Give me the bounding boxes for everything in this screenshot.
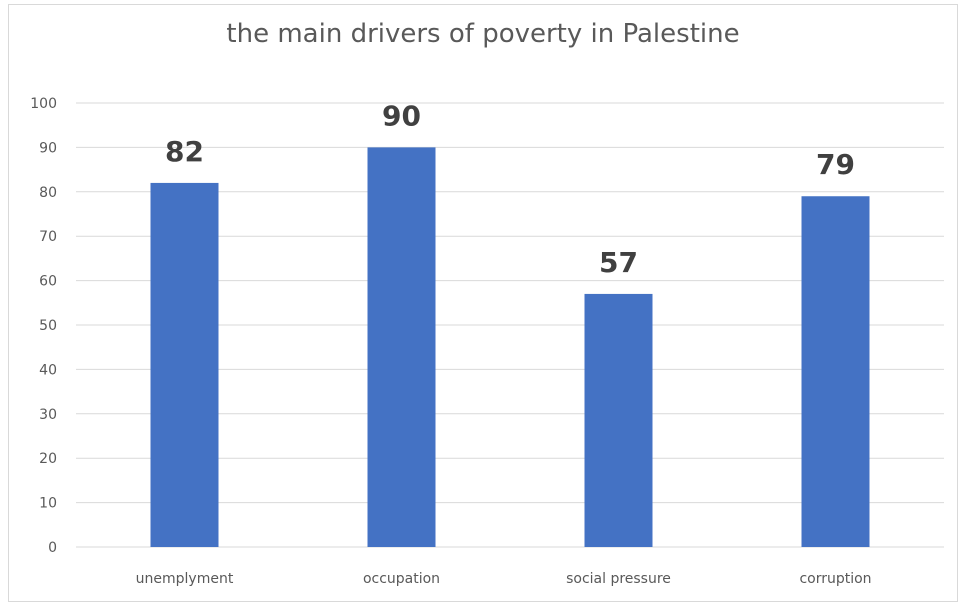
y-tick-label: 30 (39, 407, 57, 423)
y-tick-label: 60 (39, 274, 57, 290)
data-label: 57 (599, 246, 638, 279)
chart-title: the main drivers of poverty in Palestine (226, 19, 740, 49)
bar (367, 147, 436, 547)
y-tick-label: 0 (48, 540, 57, 556)
data-label: 79 (816, 148, 855, 181)
y-tick-label: 10 (39, 496, 57, 512)
chart-frame: the main drivers of poverty in Palestine… (8, 4, 958, 602)
y-tick-label: 90 (39, 140, 57, 156)
x-category-label: social pressure (566, 571, 671, 587)
data-label: 82 (165, 135, 204, 168)
bar (150, 182, 219, 548)
bar (584, 293, 653, 547)
y-tick-label: 40 (39, 362, 57, 378)
x-category-label: occupation (363, 571, 440, 587)
y-tick-label: 70 (39, 229, 57, 245)
y-tick-label: 100 (30, 96, 57, 112)
data-label: 90 (382, 99, 421, 132)
y-tick-label: 20 (39, 451, 57, 467)
y-tick-label: 80 (39, 185, 57, 201)
bar (801, 196, 870, 548)
x-category-label: corruption (799, 571, 871, 587)
x-category-label: unemplyment (136, 571, 234, 587)
bar-chart: 0 10 20 30 40 50 60 70 80 90 100 82 unemplyment 90 occ… (30, 96, 944, 587)
y-tick-label: 50 (39, 318, 57, 334)
